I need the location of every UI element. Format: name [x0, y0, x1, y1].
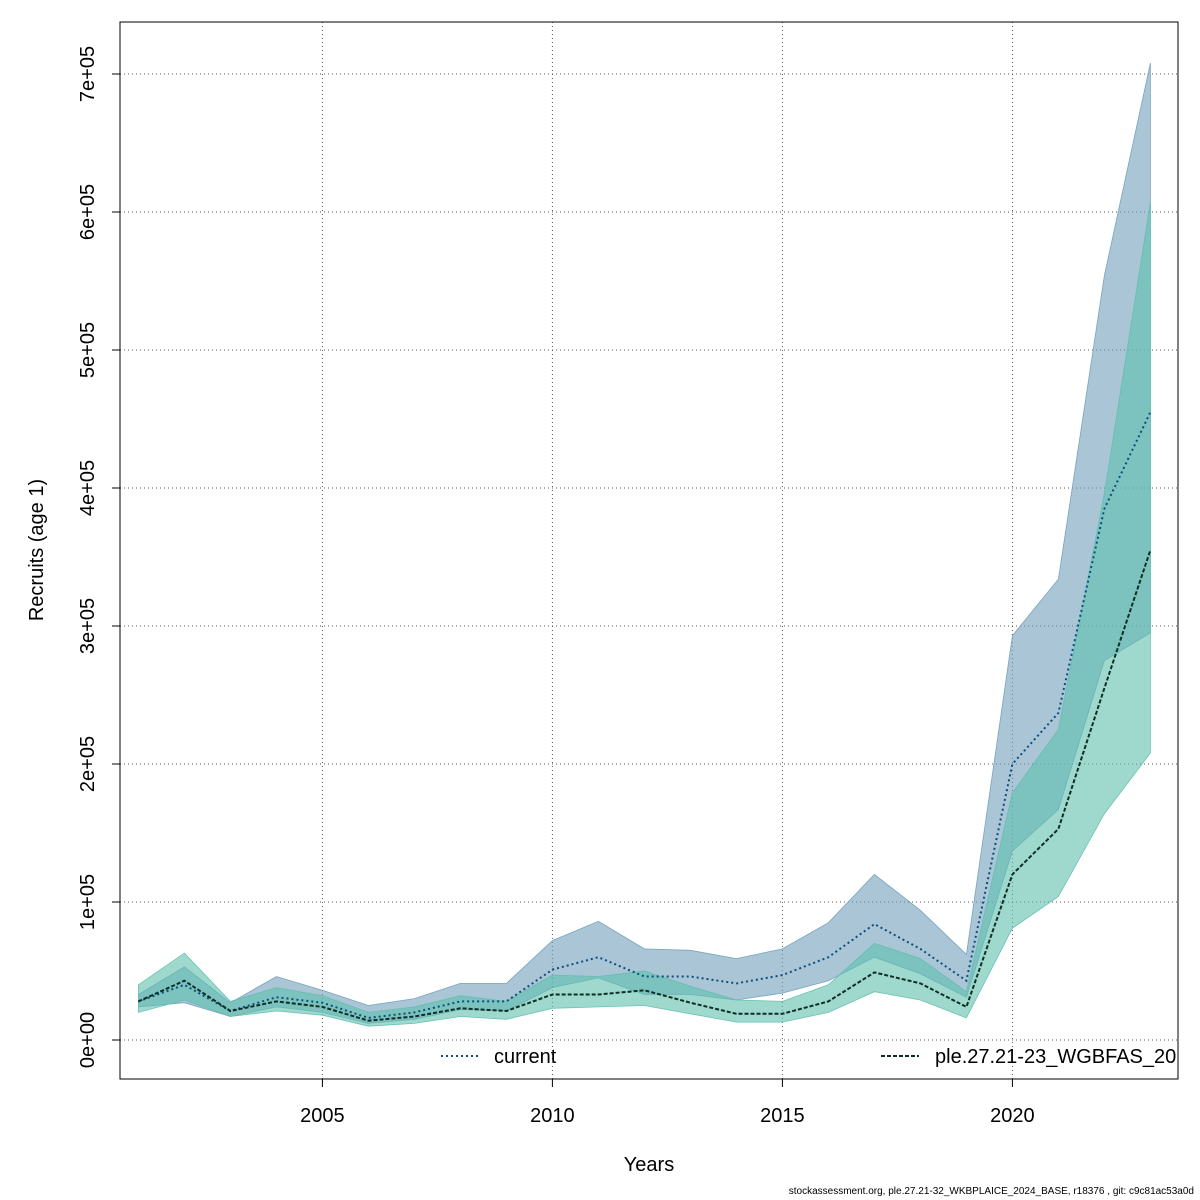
y-tick-label: 5e+05 — [77, 322, 99, 378]
y-axis-ticks: 0e+00 1e+05 2e+05 3e+05 4e+05 5e+05 6e+05 7e+05 — [77, 46, 120, 1068]
x-tick-label: 2015 — [760, 1105, 805, 1127]
series-line-2 — [137, 549, 1152, 1022]
y-tick-label: 0e+00 — [77, 1012, 99, 1068]
y-tick-label: 2e+05 — [77, 736, 99, 792]
plot-frame — [119, 21, 1179, 1080]
confidence-bands — [137, 62, 1151, 1027]
series-lines — [137, 411, 1152, 1022]
grid-lines — [120, 22, 1178, 1079]
x-tick-label: 2020 — [990, 1105, 1035, 1127]
series-line-1 — [138, 411, 1152, 1019]
y-tick-label: 1e+05 — [77, 874, 99, 930]
x-axis-ticks: 2005 2010 2015 2020 — [300, 1079, 1035, 1127]
y-tick-label: 7e+05 — [77, 46, 99, 102]
x-tick-label: 2010 — [530, 1105, 575, 1127]
footer-credit: stockassessment.org, ple.27.21-32_WKBPLA… — [788, 1186, 1194, 1197]
legend: current ple.27.21-23_WGBFAS_20 — [441, 1046, 1176, 1068]
x-axis-title: Years — [624, 1154, 674, 1176]
y-tick-label: 6e+05 — [77, 184, 99, 240]
y-tick-label: 3e+05 — [77, 598, 99, 654]
legend-label-series-1: current — [494, 1046, 557, 1068]
y-tick-label: 4e+05 — [77, 460, 99, 516]
x-tick-label: 2005 — [300, 1105, 345, 1127]
legend-label-series-2: ple.27.21-23_WGBFAS_20 — [935, 1046, 1176, 1068]
y-axis-title: Recruits (age 1) — [26, 479, 48, 621]
confidence-band-series-2 — [137, 202, 1151, 1027]
